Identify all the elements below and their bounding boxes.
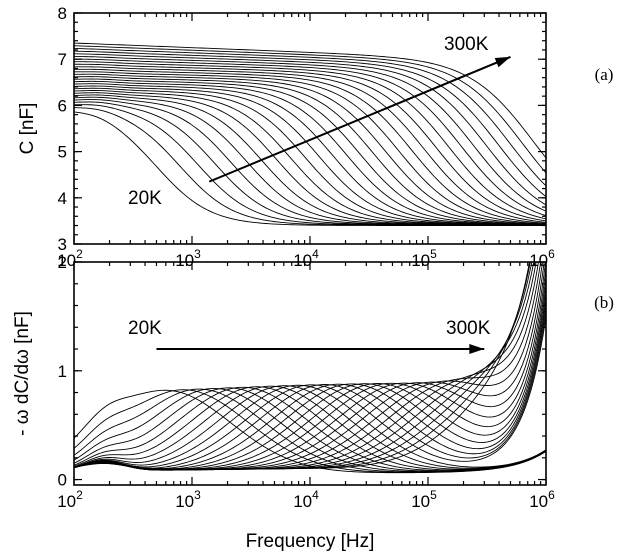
temperature-annotation: 20K	[128, 188, 162, 209]
series-line	[74, 53, 546, 206]
temperature-annotation: 20K	[128, 318, 162, 339]
series-group-b	[74, 262, 546, 474]
series-line	[74, 66, 546, 223]
series-line	[74, 80, 546, 226]
arrow-head	[494, 56, 511, 68]
y-tick-label: 5	[58, 143, 67, 162]
series-line	[74, 85, 546, 226]
x-tick-label: 104	[293, 247, 319, 270]
series-line	[74, 262, 545, 471]
y-tick-label: 0	[58, 471, 67, 490]
arrow-head	[469, 344, 485, 355]
x-tick-label: 106	[529, 488, 555, 511]
series-line	[74, 55, 546, 212]
panel-label: (b)	[594, 293, 614, 312]
x-tick-label: 103	[175, 488, 201, 511]
series-line	[74, 71, 546, 225]
temperature-arrow	[208, 55, 511, 183]
y-tick-label: 2	[58, 253, 67, 272]
series-line	[74, 63, 546, 222]
series-line	[74, 50, 546, 197]
x-tick-label: 105	[411, 488, 437, 511]
series-line	[74, 78, 546, 226]
series-line	[74, 45, 546, 174]
series-line	[74, 262, 546, 471]
temperature-annotation: 300K	[444, 34, 489, 55]
temperature-annotation: 300K	[446, 318, 491, 339]
y-axis-label: - ω dC/dω [nF]	[12, 311, 33, 436]
series-line	[74, 386, 546, 471]
series-line	[74, 68, 546, 224]
x-tick-label: 105	[411, 247, 437, 270]
series-line	[74, 262, 530, 470]
y-tick-label: 8	[58, 4, 67, 23]
panel-label: (a)	[595, 65, 614, 84]
x-tick-label: 103	[175, 247, 201, 270]
series-line	[74, 316, 546, 469]
series-line	[74, 268, 546, 471]
y-tick-label: 3	[58, 235, 67, 254]
x-axis-label: Frequency [Hz]	[246, 531, 375, 552]
x-tick-label: 104	[293, 488, 319, 511]
x-tick-label: 102	[57, 247, 83, 270]
series-line	[74, 73, 546, 225]
series-line	[74, 47, 546, 187]
series-line	[74, 76, 546, 226]
series-group-a	[74, 42, 546, 226]
x-tick-label: 102	[57, 488, 83, 511]
series-line	[74, 58, 546, 217]
series-line	[74, 42, 546, 159]
y-tick-label: 1	[58, 362, 67, 381]
panel-b: 102 103 104 105 106 0 1 2 - ω dC/dω [nF] Frequenc…	[12, 253, 614, 552]
y-axis-label: C [nF]	[17, 103, 38, 155]
series-line	[74, 87, 546, 226]
y-tick-label: 4	[58, 189, 67, 208]
y-tick-label: 6	[58, 96, 67, 115]
y-tick-label: 7	[58, 50, 67, 69]
series-line	[74, 61, 546, 220]
series-line	[74, 83, 546, 226]
